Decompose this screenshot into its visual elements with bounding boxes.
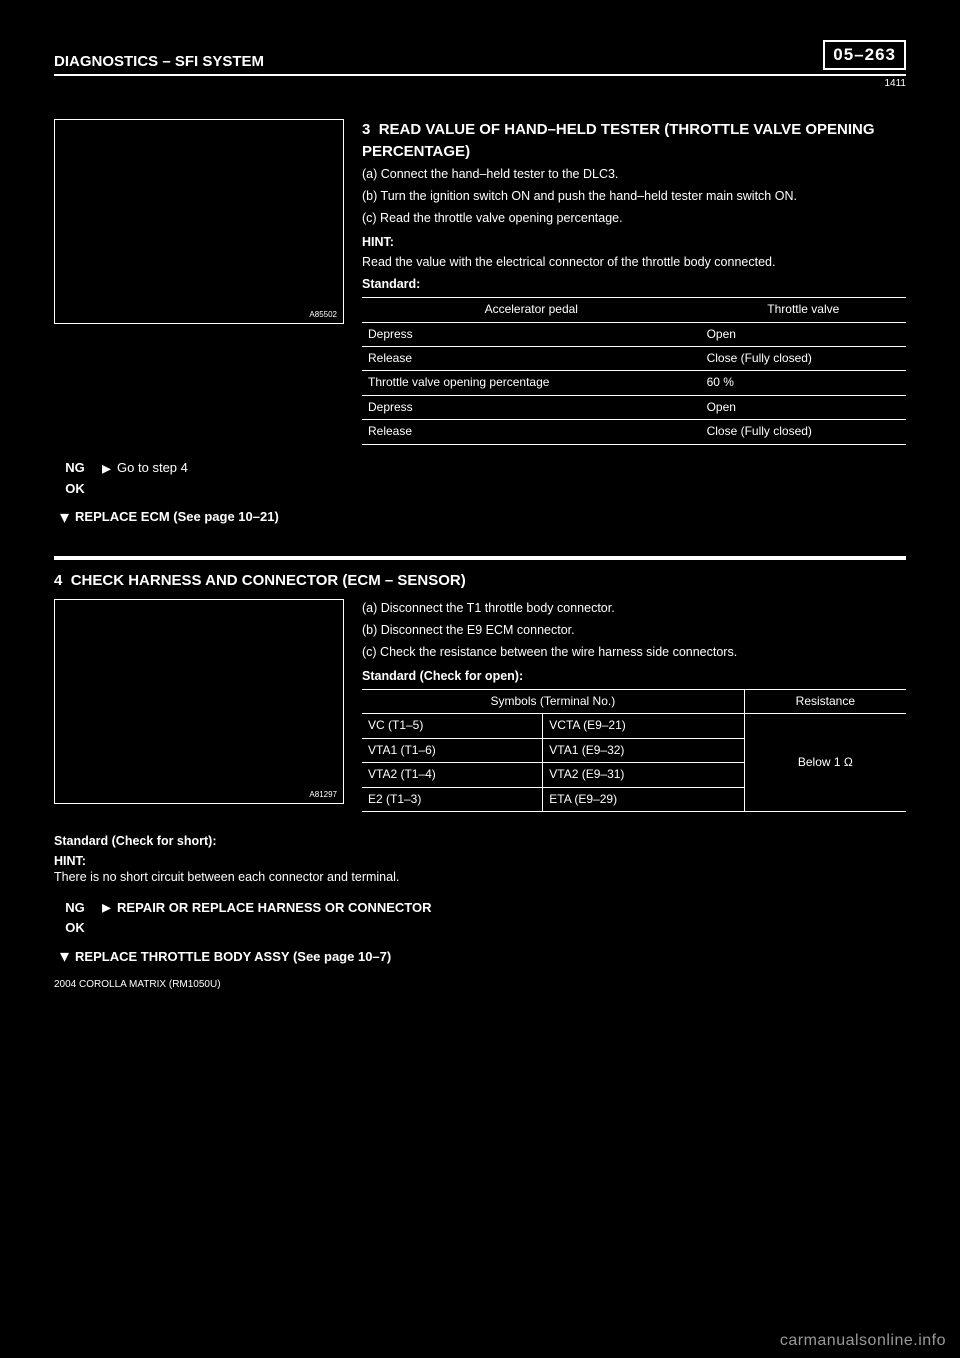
step3-hint: HINT: bbox=[362, 233, 906, 251]
page-header: DIAGNOSTICS – SFI SYSTEM 05–263 bbox=[54, 36, 906, 76]
figure-box-2: A81297 bbox=[54, 599, 344, 804]
vehicle-model: 2004 COROLLA MATRIX (RM1050U) bbox=[54, 979, 906, 990]
step4-table: Symbols (Terminal No.) Resistance VC (T1… bbox=[362, 689, 906, 812]
ng-action: Go to step 4 bbox=[117, 460, 188, 475]
ok-action-row: ▾ REPLACE ECM (See page 10–21) bbox=[54, 508, 906, 526]
okng-block-1: NG ▸ Go to step 4 OK ▾ REPLACE ECM (See … bbox=[54, 459, 906, 526]
table-row: ReleaseClose (Fully closed) bbox=[362, 347, 906, 371]
step3-standard-label: Standard: bbox=[362, 275, 906, 293]
figure-label-1: A85502 bbox=[309, 310, 337, 319]
step4-proc-a: (a) Disconnect the T1 throttle body conn… bbox=[362, 599, 906, 617]
figure-label-2: A81297 bbox=[309, 790, 337, 799]
arrow-icon: ▸ bbox=[102, 459, 111, 477]
arrow-down-icon: ▾ bbox=[60, 508, 69, 526]
section-step-4: A81297 (a) Disconnect the T1 throttle bo… bbox=[54, 599, 906, 812]
step3-title: 3 READ VALUE OF HAND–HELD TESTER (THROTT… bbox=[362, 119, 906, 163]
section-step-3: A85502 3 READ VALUE OF HAND–HELD TESTER … bbox=[54, 119, 906, 445]
table-row: DepressOpen bbox=[362, 322, 906, 346]
step3-content: 3 READ VALUE OF HAND–HELD TESTER (THROTT… bbox=[362, 119, 906, 445]
watermark-text: carmanualsonline.info bbox=[780, 1332, 946, 1350]
step3-heading: READ VALUE OF HAND–HELD TESTER (THROTTLE… bbox=[362, 121, 875, 160]
block3-standard: Standard (Check for short): bbox=[54, 834, 906, 848]
step-number: 3 bbox=[362, 121, 370, 138]
ng-line: NG ▸ REPAIR OR REPLACE HARNESS OR CONNEC… bbox=[54, 898, 906, 916]
okng-block-2: NG ▸ REPAIR OR REPLACE HARNESS OR CONNEC… bbox=[54, 898, 906, 965]
table-header: Throttle valve bbox=[701, 298, 906, 322]
step3-proc-b: (b) Turn the ignition switch ON and push… bbox=[362, 187, 906, 205]
step3-table: Accelerator pedal Throttle valve Depress… bbox=[362, 297, 906, 444]
table-row: ReleaseClose (Fully closed) bbox=[362, 420, 906, 444]
ng-line: NG ▸ Go to step 4 bbox=[54, 459, 906, 477]
ok-line: OK bbox=[54, 920, 906, 935]
ok-badge: OK bbox=[54, 481, 96, 496]
block3: Standard (Check for short): HINT: There … bbox=[54, 834, 906, 884]
step4-standard-label: Standard (Check for open): bbox=[362, 667, 906, 685]
step4-content: (a) Disconnect the T1 throttle body conn… bbox=[362, 599, 906, 812]
ok-action-row: ▾ REPLACE THROTTLE BODY ASSY (See page 1… bbox=[54, 947, 906, 965]
table-row: Throttle valve opening percentage60 % bbox=[362, 371, 906, 395]
step4-heading: CHECK HARNESS AND CONNECTOR (ECM – SENSO… bbox=[71, 572, 466, 589]
block3-hint-text: There is no short circuit between each c… bbox=[54, 870, 906, 884]
separator-bar bbox=[54, 556, 906, 560]
ok-line: OK bbox=[54, 481, 906, 496]
page-number: 1411 bbox=[54, 78, 906, 89]
table-row: VC (T1–5) VCTA (E9–21) Below 1 Ω bbox=[362, 714, 906, 738]
header-section-title: DIAGNOSTICS – SFI SYSTEM bbox=[54, 53, 264, 70]
figure-box-1: A85502 bbox=[54, 119, 344, 324]
table-header: Accelerator pedal bbox=[362, 298, 701, 322]
ng-badge: NG bbox=[54, 900, 96, 915]
ng-badge: NG bbox=[54, 460, 96, 475]
header-page-code: 05–263 bbox=[823, 40, 906, 70]
ok-badge: OK bbox=[54, 920, 96, 935]
step4-proc-c: (c) Check the resistance between the wir… bbox=[362, 643, 906, 661]
ok-action: REPLACE THROTTLE BODY ASSY (See page 10–… bbox=[75, 949, 391, 964]
ng-action: REPAIR OR REPLACE HARNESS OR CONNECTOR bbox=[117, 900, 431, 915]
table-header: Symbols (Terminal No.) bbox=[362, 690, 744, 714]
step4-proc-b: (b) Disconnect the E9 ECM connector. bbox=[362, 621, 906, 639]
hint-label: HINT: bbox=[54, 854, 86, 868]
table-row: Accelerator pedal Throttle valve bbox=[362, 298, 906, 322]
step4-title-row: 4 CHECK HARNESS AND CONNECTOR (ECM – SEN… bbox=[54, 572, 906, 589]
table-row: DepressOpen bbox=[362, 395, 906, 419]
table-row: Symbols (Terminal No.) Resistance bbox=[362, 690, 906, 714]
arrow-icon: ▸ bbox=[102, 898, 111, 916]
arrow-down-icon: ▾ bbox=[60, 947, 69, 965]
step-number: 4 bbox=[54, 572, 62, 589]
ok-action: REPLACE ECM (See page 10–21) bbox=[75, 509, 279, 524]
table-header: Resistance bbox=[744, 690, 906, 714]
step3-proc-a: (a) Connect the hand–held tester to the … bbox=[362, 165, 906, 183]
step3-proc-c: (c) Read the throttle valve opening perc… bbox=[362, 209, 906, 227]
step3-hint-text: Read the value with the electrical conne… bbox=[362, 253, 906, 271]
block3-hint: HINT: bbox=[54, 854, 906, 868]
hint-label: HINT: bbox=[362, 233, 394, 251]
